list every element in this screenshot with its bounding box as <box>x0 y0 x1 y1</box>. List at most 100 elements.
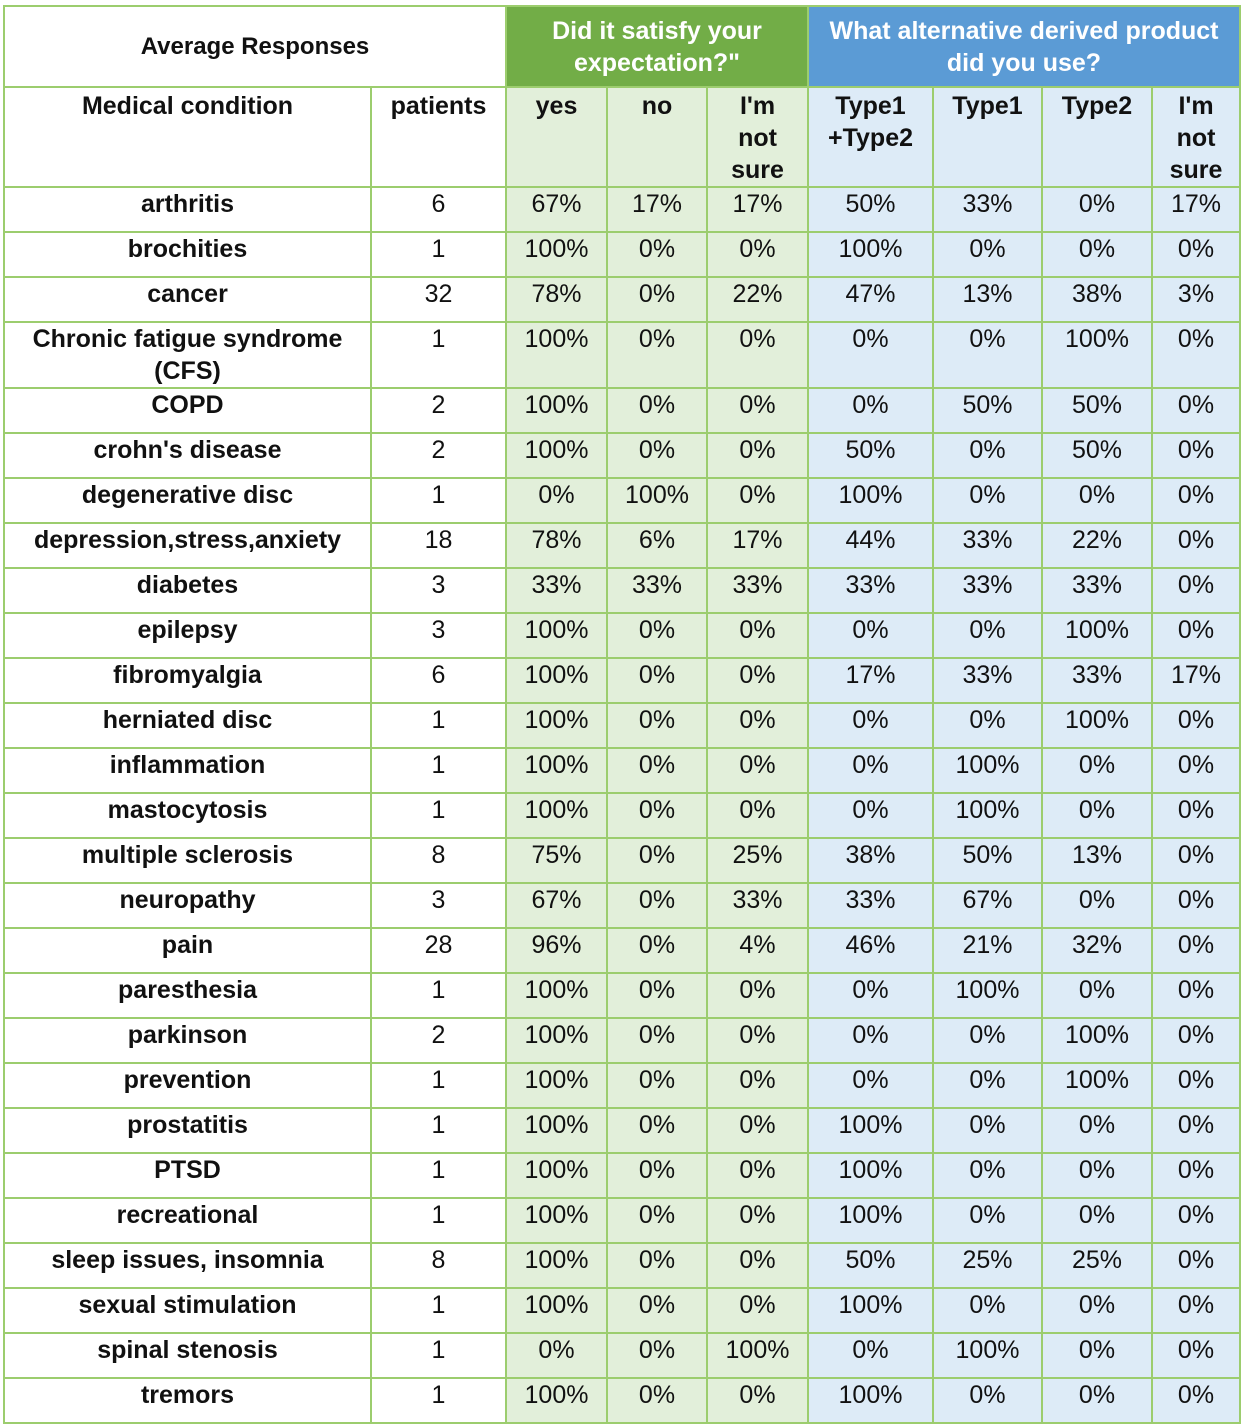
patients-cell: 1 <box>370 747 507 794</box>
responses-table-container: Average Responses Did it satisfy your ex… <box>3 5 1241 1424</box>
condition-cell: sleep issues, insomnia <box>3 1242 372 1289</box>
no-cell: 0% <box>606 387 708 434</box>
no-cell: 0% <box>606 432 708 479</box>
type1-type2-cell: 47% <box>807 276 934 323</box>
patients-cell: 2 <box>370 432 507 479</box>
condition-cell: tremors <box>3 1377 372 1424</box>
table-row: cancer 32 78% 0% 22% 47% 13% 38% 3% <box>3 276 1241 323</box>
type2-cell: 0% <box>1041 747 1153 794</box>
yes-cell: 100% <box>505 231 608 278</box>
patients-cell: 28 <box>370 927 507 974</box>
unsure-expectation-cell: 0% <box>706 972 809 1019</box>
patients-cell: 6 <box>370 186 507 233</box>
type2-cell: 0% <box>1041 792 1153 839</box>
unsure-product-cell: 0% <box>1151 432 1241 479</box>
col-header-unsure-product: I'm not sure <box>1151 86 1241 188</box>
unsure-expectation-cell: 0% <box>706 432 809 479</box>
condition-cell: spinal stenosis <box>3 1332 372 1379</box>
patients-cell: 1 <box>370 1197 507 1244</box>
type1-type2-cell: 100% <box>807 1107 934 1154</box>
yes-cell: 67% <box>505 882 608 929</box>
patients-cell: 2 <box>370 1017 507 1064</box>
condition-cell: prevention <box>3 1062 372 1109</box>
col-header-no: no <box>606 86 708 188</box>
yes-cell: 0% <box>505 1332 608 1379</box>
condition-cell: COPD <box>3 387 372 434</box>
unsure-product-cell: 0% <box>1151 387 1241 434</box>
unsure-product-cell: 0% <box>1151 522 1241 569</box>
yes-cell: 100% <box>505 321 608 389</box>
type1-type2-cell: 50% <box>807 186 934 233</box>
table-row: inflammation 1 100% 0% 0% 0% 100% 0% 0% <box>3 747 1241 794</box>
type2-cell: 22% <box>1041 522 1153 569</box>
table-row: multiple sclerosis 8 75% 0% 25% 38% 50% 13% 0% <box>3 837 1241 884</box>
no-cell: 6% <box>606 522 708 569</box>
patients-cell: 18 <box>370 522 507 569</box>
type1-cell: 0% <box>932 1287 1043 1334</box>
unsure-expectation-cell: 0% <box>706 231 809 278</box>
type2-cell: 100% <box>1041 1017 1153 1064</box>
unsure-product-cell: 17% <box>1151 657 1241 704</box>
unsure-expectation-cell: 4% <box>706 927 809 974</box>
type1-cell: 13% <box>932 276 1043 323</box>
no-cell: 0% <box>606 321 708 389</box>
type1-cell: 33% <box>932 522 1043 569</box>
no-cell: 0% <box>606 612 708 659</box>
yes-cell: 78% <box>505 522 608 569</box>
table-row: brochities 1 100% 0% 0% 100% 0% 0% 0% <box>3 231 1241 278</box>
yes-cell: 0% <box>505 477 608 524</box>
condition-cell: fibromyalgia <box>3 657 372 704</box>
type2-cell: 50% <box>1041 387 1153 434</box>
type2-cell: 33% <box>1041 657 1153 704</box>
no-cell: 17% <box>606 186 708 233</box>
unsure-expectation-cell: 0% <box>706 1062 809 1109</box>
no-cell: 0% <box>606 1152 708 1199</box>
type1-cell: 25% <box>932 1242 1043 1289</box>
unsure-expectation-cell: 22% <box>706 276 809 323</box>
unsure-product-cell: 0% <box>1151 1107 1241 1154</box>
condition-cell: Chronic fatigue syndrome (CFS) <box>3 321 372 389</box>
patients-cell: 3 <box>370 612 507 659</box>
no-cell: 0% <box>606 657 708 704</box>
patients-cell: 3 <box>370 567 507 614</box>
unsure-product-cell: 0% <box>1151 612 1241 659</box>
type1-cell: 100% <box>932 972 1043 1019</box>
yes-cell: 75% <box>505 837 608 884</box>
type1-type2-cell: 50% <box>807 1242 934 1289</box>
type1-cell: 0% <box>932 231 1043 278</box>
header-row-groups: Average Responses Did it satisfy your ex… <box>3 5 1241 88</box>
type2-cell: 100% <box>1041 612 1153 659</box>
type2-cell: 0% <box>1041 1152 1153 1199</box>
unsure-product-cell: 0% <box>1151 1332 1241 1379</box>
condition-cell: epilepsy <box>3 612 372 659</box>
unsure-expectation-cell: 0% <box>706 612 809 659</box>
yes-cell: 100% <box>505 1377 608 1424</box>
condition-cell: paresthesia <box>3 972 372 1019</box>
patients-cell: 1 <box>370 1152 507 1199</box>
table-row: prevention 1 100% 0% 0% 0% 0% 100% 0% <box>3 1062 1241 1109</box>
condition-cell: prostatitis <box>3 1107 372 1154</box>
table-row: PTSD 1 100% 0% 0% 100% 0% 0% 0% <box>3 1152 1241 1199</box>
yes-cell: 78% <box>505 276 608 323</box>
yes-cell: 33% <box>505 567 608 614</box>
no-cell: 33% <box>606 567 708 614</box>
patients-cell: 8 <box>370 837 507 884</box>
patients-cell: 1 <box>370 1377 507 1424</box>
unsure-expectation-cell: 17% <box>706 186 809 233</box>
type1-cell: 100% <box>932 747 1043 794</box>
type1-type2-cell: 100% <box>807 1152 934 1199</box>
yes-cell: 100% <box>505 657 608 704</box>
no-cell: 0% <box>606 882 708 929</box>
unsure-expectation-cell: 0% <box>706 477 809 524</box>
patients-cell: 2 <box>370 387 507 434</box>
unsure-product-cell: 0% <box>1151 1287 1241 1334</box>
no-cell: 0% <box>606 972 708 1019</box>
condition-cell: diabetes <box>3 567 372 614</box>
no-cell: 0% <box>606 1197 708 1244</box>
type1-type2-cell: 100% <box>807 477 934 524</box>
table-row: paresthesia 1 100% 0% 0% 0% 100% 0% 0% <box>3 972 1241 1019</box>
type2-cell: 0% <box>1041 186 1153 233</box>
group-header-expectation: Did it satisfy your expectation?" <box>505 5 809 88</box>
unsure-product-cell: 0% <box>1151 1197 1241 1244</box>
unsure-product-cell: 0% <box>1151 1242 1241 1289</box>
